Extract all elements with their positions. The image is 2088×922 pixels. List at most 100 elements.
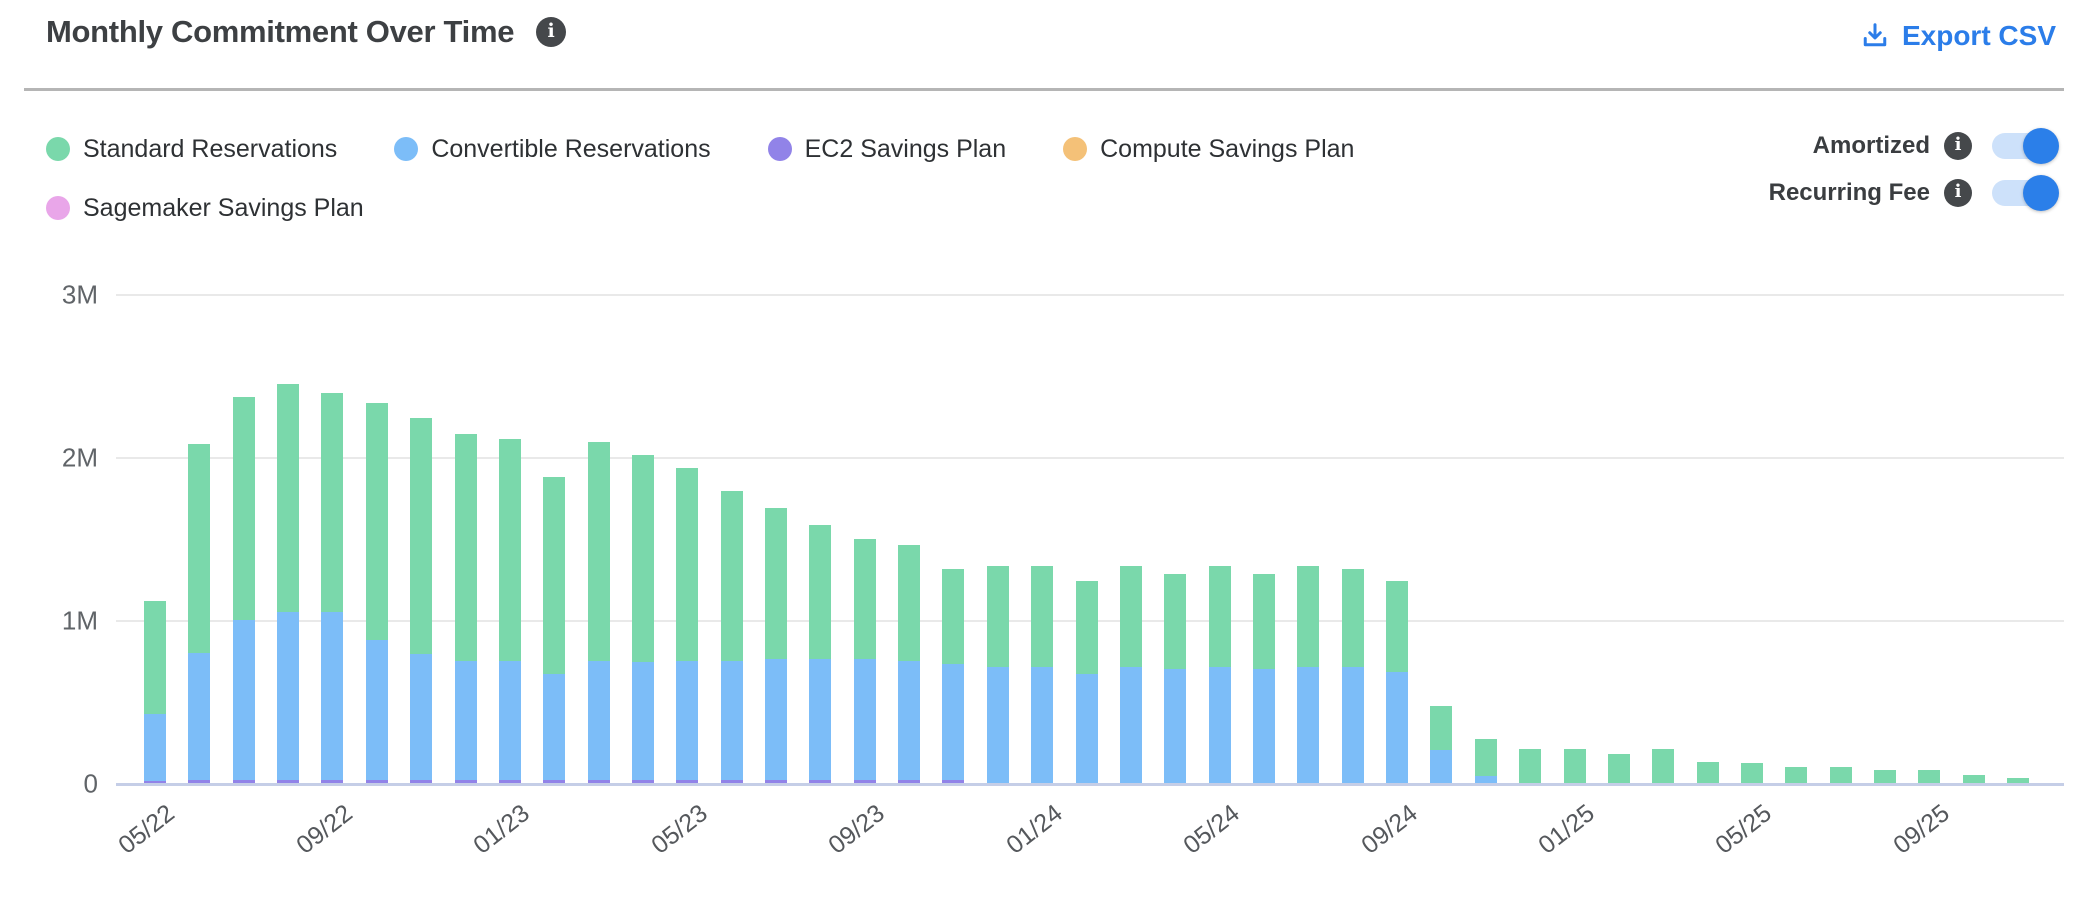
bar-03-23[interactable] (587, 230, 610, 783)
bar-segment-standard-reservations (1829, 766, 1852, 783)
bar-segment-standard-reservations (1297, 566, 1320, 668)
export-csv-button[interactable]: Export CSV (1860, 20, 2056, 52)
bar-segment-standard-reservations (1563, 748, 1586, 783)
bar-segment-convertible-reservations (765, 659, 788, 780)
amortized-toggle[interactable] (1992, 128, 2059, 164)
bar-segment-standard-reservations (188, 443, 211, 653)
bar-10-25[interactable] (1962, 230, 1985, 783)
bar-01-23[interactable] (498, 230, 521, 783)
bar-segment-standard-reservations (1341, 569, 1364, 668)
bar-04-24[interactable] (1164, 230, 1187, 783)
bar-07-25[interactable] (1829, 230, 1852, 783)
bar-11-23[interactable] (942, 230, 965, 783)
bar-segment-ec2-savings-plan (454, 779, 477, 783)
bar-segment-convertible-reservations (1386, 672, 1409, 783)
bar-08-22[interactable] (277, 230, 300, 783)
bar-02-23[interactable] (543, 230, 566, 783)
bar-09-24[interactable] (1386, 230, 1409, 783)
bar-segment-standard-reservations (1519, 748, 1542, 783)
x-axis-tick-label: 09/25 (1888, 799, 1955, 860)
x-axis-tick-label: 01/23 (468, 799, 536, 860)
bar-04-23[interactable] (631, 230, 654, 783)
bar-segment-convertible-reservations (1031, 667, 1054, 783)
bar-segment-standard-reservations (365, 403, 388, 640)
bar-02-24[interactable] (1075, 230, 1098, 783)
bar-segment-standard-reservations (1607, 753, 1630, 783)
bar-segment-standard-reservations (144, 601, 166, 714)
bar-segment-ec2-savings-plan (942, 779, 965, 783)
bar-03-25[interactable] (1652, 230, 1675, 783)
bar-segment-standard-reservations (454, 434, 477, 661)
export-csv-label: Export CSV (1901, 20, 2056, 51)
bar-segment-standard-reservations (543, 476, 566, 674)
bar-01-24[interactable] (1031, 230, 1054, 783)
x-axis-tick-label: 01/25 (1533, 799, 1600, 860)
bar-segment-standard-reservations (410, 417, 433, 655)
bar-06-23[interactable] (720, 230, 743, 783)
bar-11-24[interactable] (1474, 230, 1497, 783)
bar-segment-standard-reservations (498, 439, 521, 661)
bar-03-24[interactable] (1119, 230, 1142, 783)
bar-07-22[interactable] (232, 230, 255, 783)
bar-10-23[interactable] (898, 230, 921, 783)
bar-12-23[interactable] (986, 230, 1009, 783)
bar-08-25[interactable] (1874, 230, 1897, 783)
bar-01-25[interactable] (1563, 230, 1586, 783)
bar-06-25[interactable] (1785, 230, 1808, 783)
bar-10-24[interactable] (1430, 230, 1453, 783)
bar-segment-ec2-savings-plan (765, 779, 788, 783)
bar-08-23[interactable] (809, 230, 832, 783)
bar-segment-ec2-savings-plan (277, 779, 300, 783)
legend-item-sagemaker-savings-plan[interactable]: Sagemaker Savings Plan (46, 185, 364, 231)
legend-label: Sagemaker Savings Plan (83, 193, 364, 222)
info-icon[interactable]: i (1944, 179, 1972, 207)
bar-segment-ec2-savings-plan (631, 779, 654, 783)
bar-segment-convertible-reservations (365, 639, 388, 780)
bar-05-23[interactable] (676, 230, 699, 783)
download-icon (1860, 21, 1890, 51)
bar-segment-convertible-reservations (809, 659, 832, 780)
bar-09-23[interactable] (853, 230, 876, 783)
bar-12-22[interactable] (454, 230, 477, 783)
bar-segment-convertible-reservations (720, 660, 743, 780)
bar-segment-standard-reservations (321, 393, 344, 612)
bar-05-25[interactable] (1740, 230, 1763, 783)
bar-segment-convertible-reservations (587, 660, 610, 780)
recurring-fee-toggle[interactable] (1992, 175, 2059, 211)
bar-08-24[interactable] (1341, 230, 1364, 783)
bar-segment-standard-reservations (1652, 748, 1675, 783)
legend-item-convertible-reservations[interactable]: Convertible Reservations (394, 126, 711, 172)
bar-10-22[interactable] (365, 230, 388, 783)
bar-segment-standard-reservations (232, 396, 255, 620)
bar-segment-standard-reservations (277, 383, 300, 612)
bar-06-22[interactable] (188, 230, 211, 783)
gridline (116, 457, 2064, 459)
bar-11-22[interactable] (410, 230, 433, 783)
toggle-row-recurring-fee: Recurring Fee i (1769, 173, 2060, 213)
legend-item-standard-reservations[interactable]: Standard Reservations (46, 126, 337, 172)
bar-11-25[interactable] (2007, 230, 2030, 783)
legend-item-ec2-savings-plan[interactable]: EC2 Savings Plan (767, 126, 1006, 172)
bar-09-25[interactable] (1918, 230, 1941, 783)
bar-09-22[interactable] (321, 230, 344, 783)
bar-07-24[interactable] (1297, 230, 1320, 783)
title-info-icon[interactable]: i (536, 17, 567, 47)
bar-segment-convertible-reservations (321, 611, 344, 780)
bar-07-23[interactable] (765, 230, 788, 783)
toggle-knob (2023, 128, 2059, 164)
bar-segment-ec2-savings-plan (809, 779, 832, 783)
bar-05-24[interactable] (1208, 230, 1231, 783)
bar-segment-standard-reservations (986, 566, 1009, 668)
bar-segment-convertible-reservations (986, 667, 1009, 783)
bar-04-25[interactable] (1696, 230, 1719, 783)
bar-12-24[interactable] (1519, 230, 1542, 783)
legend-item-compute-savings-plan[interactable]: Compute Savings Plan (1063, 126, 1354, 172)
bar-06-24[interactable] (1253, 230, 1275, 783)
toggle-label: Amortized (1812, 132, 1930, 159)
bar-05-22[interactable] (144, 230, 166, 783)
page-title: Monthly Commitment Over Time (46, 14, 515, 49)
bar-segment-standard-reservations (1874, 769, 1897, 783)
bar-02-25[interactable] (1607, 230, 1630, 783)
info-icon[interactable]: i (1944, 132, 1972, 160)
bar-segment-standard-reservations (942, 569, 965, 664)
